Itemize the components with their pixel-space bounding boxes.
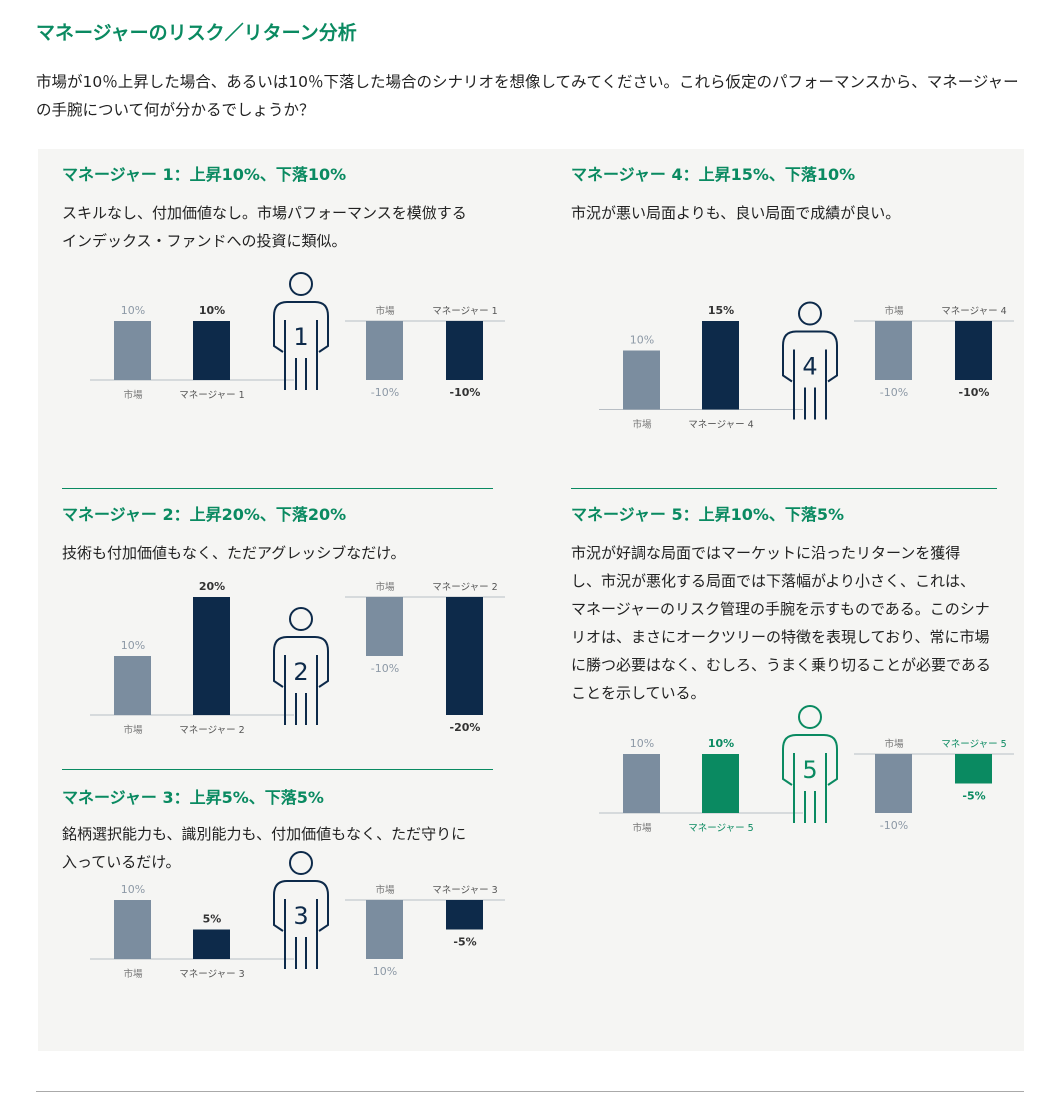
person-icon <box>782 301 838 420</box>
manager-up-bar <box>193 597 230 715</box>
manager-1-chart: 10% 市場 10% マネージャー 1 1 -10% 市場 -10% マネージャー 1 <box>90 272 505 401</box>
manager-up-value-label: 20% <box>199 580 225 593</box>
manager-up-bar <box>702 754 739 813</box>
manager-2-heading: マネージャー 2：上昇20%、下落20% <box>62 505 347 524</box>
manager-4-section: マネージャー 4：上昇15%、下落10% 市況が悪い局面よりも、良い局面で成績が… <box>571 161 1027 481</box>
market-down-value-label: -10% <box>371 386 399 399</box>
manager-down-value-label: -5% <box>962 790 985 803</box>
manager-up-category-label: マネージャー 1 <box>179 390 244 401</box>
market-down-category-label: 市場 <box>375 305 395 317</box>
market-down-bar <box>366 900 403 959</box>
manager-down-value-label: -5% <box>453 936 476 949</box>
market-up-category-label: 市場 <box>123 968 143 980</box>
manager-1-heading: マネージャー 1：上昇10%、下落10% <box>62 165 347 184</box>
manager-down-category-label: マネージャー 5 <box>941 739 1006 750</box>
manager-4-description: 市況が悪い局面よりも、良い局面で成績が良い。 <box>571 204 901 222</box>
market-down-bar <box>366 321 403 380</box>
manager-3-section: マネージャー 3：上昇5%、下落5% 銘柄選択能力も、識別能力も、付加価値もなく… <box>62 784 518 1044</box>
market-up-value-label: 10% <box>630 334 654 347</box>
manager-3-heading: マネージャー 3：上昇5%、下落5% <box>62 788 324 807</box>
manager-2-section: マネージャー 2：上昇20%、下落20% 技術も付加価値もなく、ただアグレッシブ… <box>62 501 518 741</box>
person-icon <box>782 705 838 823</box>
market-up-value-label: 10% <box>121 304 145 317</box>
market-down-value-label: -10% <box>371 662 399 675</box>
manager-4-chart: 10% 市場 15% マネージャー 4 4 -10% 市場 -10% マネージャー 4 <box>599 301 1014 431</box>
manager-up-value-label: 5% <box>203 913 222 926</box>
market-up-value-label: 10% <box>630 737 654 750</box>
bottom-rule <box>36 1091 1024 1092</box>
manager-up-bar <box>193 929 230 959</box>
intro-text: 市場が10％上昇した場合、あるいは10％下落した場合のシナリオを想像してみてくだ… <box>36 73 1019 119</box>
scenario-panel: マネージャー 1：上昇10%、下落10% スキルなし、付加価値なし。市場パフォー… <box>38 149 1024 1051</box>
manager-down-value-label: -10% <box>450 386 481 399</box>
manager-5-heading: マネージャー 5：上昇10%、下落5% <box>571 505 845 524</box>
manager-5-description: 市況が好調な局面ではマーケットに沿ったリターンを獲得 し、市況が悪化する局面では… <box>571 544 991 702</box>
manager-5-section: マネージャー 5：上昇10%、下落5% 市況が好調な局面ではマーケットに沿ったリ… <box>571 501 1027 901</box>
market-down-value-label: -10% <box>880 819 908 832</box>
market-up-bar <box>114 656 151 715</box>
market-down-category-label: 市場 <box>375 884 395 896</box>
divider <box>571 488 997 489</box>
market-up-bar <box>114 900 151 959</box>
manager-up-bar <box>702 321 739 410</box>
person-icon-number: 5 <box>802 756 817 784</box>
page-title: マネージャーのリスク／リターン分析 <box>36 22 357 44</box>
manager-5-chart: 10% 市場 10% マネージャー 5 5 -10% 市場 -5% マネージャー 5 <box>599 705 1014 834</box>
market-up-category-label: 市場 <box>632 419 652 431</box>
manager-3-chart: 10% 市場 5% マネージャー 3 3 10% 市場 -5% マネージャー 3 <box>90 851 505 980</box>
market-up-category-label: 市場 <box>123 389 143 401</box>
manager-up-value-label: 15% <box>708 304 734 317</box>
person-icon-number: 2 <box>293 658 308 686</box>
market-up-category-label: 市場 <box>632 822 652 834</box>
market-down-category-label: 市場 <box>375 581 395 593</box>
divider <box>62 488 493 489</box>
market-down-value-label: -10% <box>880 386 908 399</box>
manager-4-heading: マネージャー 4：上昇15%、下落10% <box>571 165 856 184</box>
market-up-bar <box>114 321 151 380</box>
manager-down-category-label: マネージャー 1 <box>432 306 497 317</box>
manager-up-category-label: マネージャー 4 <box>688 420 753 431</box>
manager-up-value-label: 10% <box>199 304 225 317</box>
market-down-bar <box>875 754 912 813</box>
manager-up-category-label: マネージャー 3 <box>179 969 244 980</box>
person-icon <box>273 607 329 725</box>
manager-down-bar <box>446 900 483 930</box>
manager-up-bar <box>193 321 230 380</box>
market-up-category-label: 市場 <box>123 724 143 736</box>
manager-down-bar <box>955 321 992 380</box>
manager-down-bar <box>446 321 483 380</box>
person-icon-number: 4 <box>802 353 817 381</box>
market-down-bar <box>366 597 403 656</box>
market-up-value-label: 10% <box>121 883 145 896</box>
manager-2-chart: 10% 市場 20% マネージャー 2 2 -10% 市場 -20% マネージャー 2 <box>90 580 505 736</box>
manager-down-value-label: -20% <box>450 721 481 734</box>
person-icon-number: 1 <box>293 323 308 351</box>
person-icon-number: 3 <box>293 902 308 930</box>
manager-3-description: 銘柄選択能力も、識別能力も、付加価値もなく、ただ守りに 入っているだけ。 <box>62 825 467 871</box>
market-down-value-label: 10% <box>373 965 397 978</box>
manager-down-value-label: -10% <box>959 386 990 399</box>
market-up-bar <box>623 350 660 410</box>
manager-down-bar <box>955 754 992 784</box>
manager-2-description: 技術も付加価値もなく、ただアグレッシブなだけ。 <box>62 544 406 562</box>
person-icon <box>273 851 329 969</box>
market-down-category-label: 市場 <box>884 738 904 750</box>
manager-down-category-label: マネージャー 3 <box>432 885 497 896</box>
market-down-bar <box>875 321 912 380</box>
manager-up-category-label: マネージャー 2 <box>179 725 244 736</box>
market-up-value-label: 10% <box>121 639 145 652</box>
divider <box>62 769 493 770</box>
manager-down-bar <box>446 597 483 715</box>
manager-down-category-label: マネージャー 2 <box>432 582 497 593</box>
market-up-bar <box>623 754 660 813</box>
market-down-category-label: 市場 <box>884 305 904 317</box>
manager-down-category-label: マネージャー 4 <box>941 306 1006 317</box>
person-icon <box>273 272 329 390</box>
manager-1-description: スキルなし、付加価値なし。市場パフォーマンスを模倣する インデックス・ファンドへ… <box>62 204 467 250</box>
manager-up-category-label: マネージャー 5 <box>688 823 753 834</box>
manager-1-section: マネージャー 1：上昇10%、下落10% スキルなし、付加価値なし。市場パフォー… <box>62 161 518 493</box>
manager-up-value-label: 10% <box>708 737 734 750</box>
